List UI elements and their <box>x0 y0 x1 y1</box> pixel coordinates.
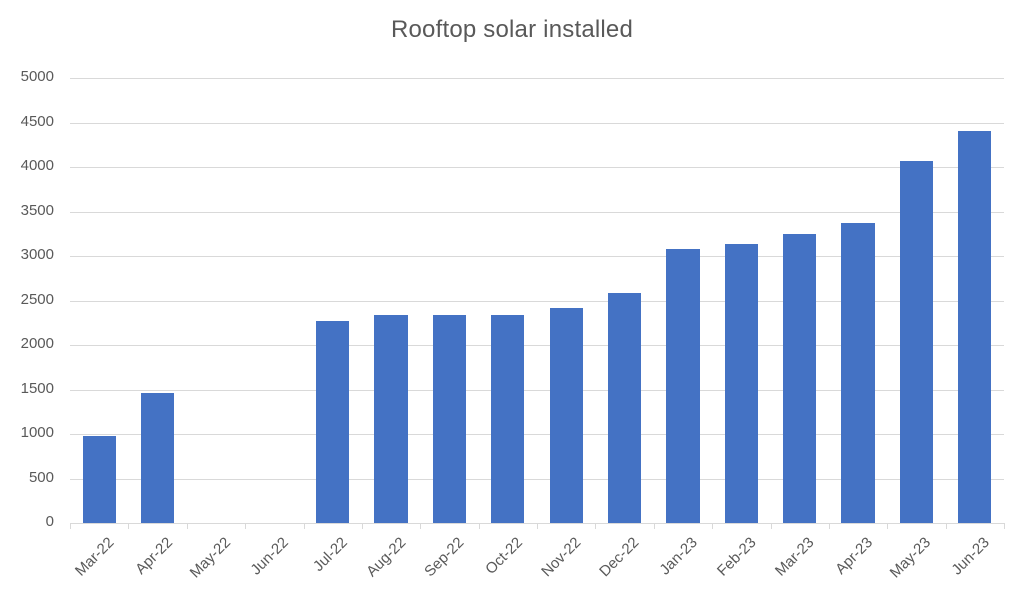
x-tick-mark <box>303 523 305 529</box>
bar-apr-22 <box>140 393 175 523</box>
gridline <box>70 256 1004 257</box>
bar-aug-22 <box>374 314 408 523</box>
y-tick-label: 1500 <box>20 379 54 397</box>
gridline <box>70 434 1004 435</box>
bar-jun-23 <box>958 130 992 523</box>
gridline <box>70 345 1004 346</box>
gridline <box>70 211 1004 213</box>
bar-sep-22 <box>432 314 467 523</box>
x-tick-mark <box>186 523 188 529</box>
bar-mar-22 <box>82 435 116 523</box>
x-tick-label: Apr-23 <box>832 534 877 578</box>
y-tick-label: 4500 <box>20 112 54 130</box>
gridline <box>70 78 1004 79</box>
x-tick-mark <box>770 523 772 529</box>
bar-dec-22 <box>607 292 642 523</box>
gridline <box>70 300 1004 302</box>
y-tick-label: 2500 <box>20 290 54 308</box>
x-tick-label: Dec-22 <box>596 534 643 581</box>
x-tick-label: Feb-23 <box>713 534 760 580</box>
plot-area <box>70 78 1004 523</box>
x-tick-mark <box>478 523 480 529</box>
chart-title: Rooftop solar installed <box>390 16 634 43</box>
bar-nov-22 <box>549 307 583 523</box>
bar-mar-23 <box>783 233 817 523</box>
x-tick-mark <box>828 523 830 529</box>
x-tick-mark <box>595 523 597 529</box>
y-tick-label: 3500 <box>20 201 54 219</box>
x-tick-label: Nov-22 <box>537 534 585 581</box>
x-tick-label: Jul-22 <box>309 534 351 575</box>
bar-feb-23 <box>724 243 758 523</box>
x-tick-label: May-23 <box>887 534 935 582</box>
y-tick-label: 5000 <box>20 68 54 85</box>
x-tick-mark <box>887 523 889 529</box>
x-tick-mark <box>653 523 655 529</box>
x-tick-mark <box>245 523 247 529</box>
bar-may-23 <box>899 160 934 523</box>
y-tick-label: 4000 <box>20 157 54 174</box>
x-tick-label: Aug-22 <box>362 534 410 581</box>
bar-oct-22 <box>491 314 525 523</box>
bar-jul-22 <box>316 320 350 523</box>
y-tick-label: 2000 <box>20 335 54 352</box>
x-tick-label: Oct-22 <box>481 534 526 578</box>
x-tick-label: Apr-22 <box>131 534 176 578</box>
x-tick-label: Jun-23 <box>948 534 993 579</box>
y-tick-label: 0 <box>45 513 54 530</box>
bar-jan-23 <box>666 248 700 523</box>
x-tick-mark <box>537 523 538 529</box>
x-tick-mark <box>70 523 71 529</box>
gridline <box>70 122 1004 124</box>
gridline <box>70 167 1004 168</box>
gridline <box>70 478 1004 480</box>
x-tick-mark <box>1004 523 1005 529</box>
x-tick-mark <box>128 523 130 529</box>
x-tick-mark <box>420 523 422 529</box>
x-tick-label: Mar-22 <box>71 534 118 580</box>
x-tick-mark <box>945 523 947 529</box>
y-tick-label: 500 <box>28 468 54 486</box>
x-tick-mark <box>712 523 714 529</box>
x-tick-label: Jan-23 <box>656 534 701 579</box>
y-tick-label: 3000 <box>20 246 54 263</box>
x-tick-mark <box>361 523 363 529</box>
x-tick-label: Jun-22 <box>247 534 293 579</box>
y-tick-label: 1000 <box>20 424 54 441</box>
x-tick-label: Mar-23 <box>772 534 818 580</box>
x-tick-label: May-22 <box>186 534 234 582</box>
gridline <box>70 389 1004 391</box>
bar-apr-23 <box>841 223 875 523</box>
x-tick-label: Sep-22 <box>421 534 468 581</box>
